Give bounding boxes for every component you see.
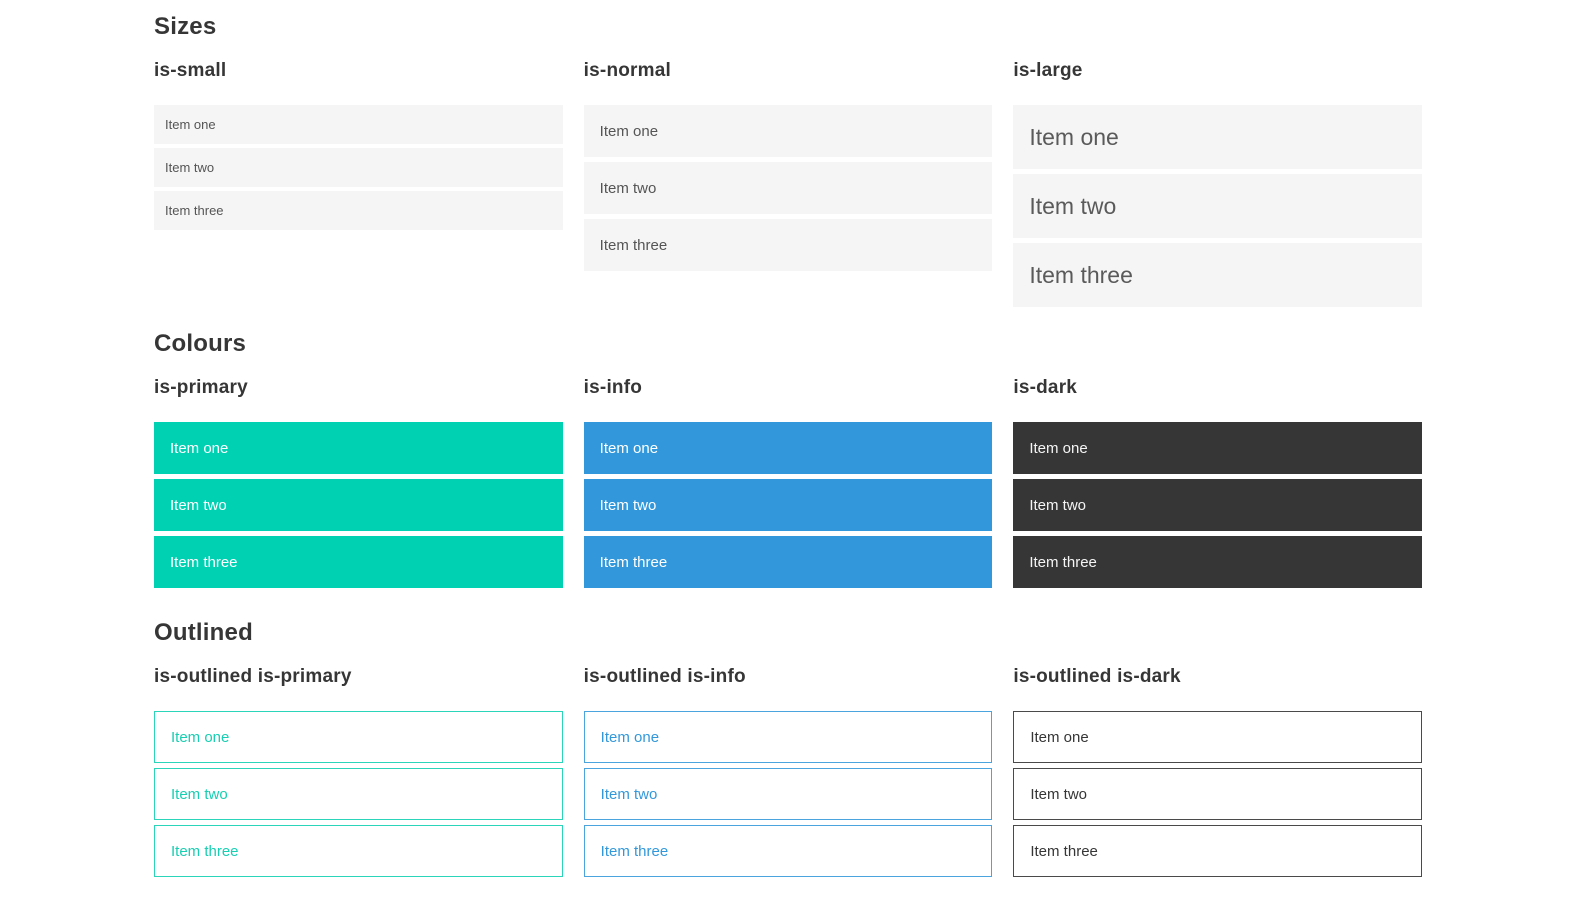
list-item[interactable]: Item two xyxy=(1013,479,1423,531)
group-label-is-outlined-is-primary: is-outlined is-primary xyxy=(154,666,352,687)
group-label-is-dark: is-dark xyxy=(1013,377,1078,398)
list-is-dark: Item one Item two Item three xyxy=(1013,422,1423,588)
list-item[interactable]: Item one xyxy=(1013,422,1423,474)
list-item[interactable]: Item one xyxy=(583,711,993,763)
list-item[interactable]: Item three xyxy=(1013,825,1423,877)
group-is-primary: is-primary Item one Item two Item three xyxy=(154,358,563,593)
group-label-is-outlined-is-dark: is-outlined is-dark xyxy=(1013,666,1181,687)
list-item[interactable]: Item two xyxy=(154,479,563,531)
list-item[interactable]: Item three xyxy=(583,219,993,271)
section-title-outlined: Outlined xyxy=(154,619,253,646)
group-label-is-info: is-info xyxy=(583,377,643,398)
list-item[interactable]: Item one xyxy=(583,422,993,474)
list-item[interactable]: Item three xyxy=(583,825,993,877)
list-item[interactable]: Item two xyxy=(583,162,993,214)
section-title-colours: Colours xyxy=(154,330,247,357)
list-item[interactable]: Item two xyxy=(1013,174,1423,238)
list-is-small: Item one Item two Item three xyxy=(154,105,563,230)
section-title-sizes: Sizes xyxy=(154,13,217,40)
list-is-info: Item one Item two Item three xyxy=(583,422,993,588)
list-item[interactable]: Item two xyxy=(583,768,993,820)
group-label-is-normal: is-normal xyxy=(583,60,671,81)
group-label-is-large: is-large xyxy=(1013,60,1083,81)
list-item[interactable]: Item three xyxy=(583,536,993,588)
list-is-outlined-is-dark: Item one Item two Item three xyxy=(1013,711,1423,877)
list-item[interactable]: Item three xyxy=(154,825,563,877)
list-is-large: Item one Item two Item three xyxy=(1013,105,1423,307)
list-item[interactable]: Item two xyxy=(154,768,563,820)
group-label-is-primary: is-primary xyxy=(154,377,248,398)
group-is-dark: is-dark Item one Item two Item three xyxy=(1013,358,1423,593)
group-label-is-small: is-small xyxy=(154,60,227,81)
list-item[interactable]: Item one xyxy=(154,711,563,763)
list-item[interactable]: Item three xyxy=(1013,243,1423,307)
list-is-outlined-is-info: Item one Item two Item three xyxy=(583,711,993,877)
outlined-section-row: is-outlined is-primary Item one Item two… xyxy=(154,647,1423,882)
group-is-large: is-large Item one Item two Item three xyxy=(1013,41,1423,312)
list-item[interactable]: Item one xyxy=(583,105,993,157)
list-item[interactable]: Item three xyxy=(154,536,563,588)
group-is-outlined-is-dark: is-outlined is-dark Item one Item two It… xyxy=(1013,647,1423,882)
list-item[interactable]: Item two xyxy=(583,479,993,531)
list-item[interactable]: Item two xyxy=(1013,768,1423,820)
group-is-info: is-info Item one Item two Item three xyxy=(583,358,993,593)
list-item[interactable]: Item one xyxy=(154,105,563,144)
list-is-outlined-is-primary: Item one Item two Item three xyxy=(154,711,563,877)
sizes-section-row: is-small Item one Item two Item three is… xyxy=(154,41,1423,312)
list-item[interactable]: Item one xyxy=(1013,711,1423,763)
group-is-outlined-is-primary: is-outlined is-primary Item one Item two… xyxy=(154,647,563,882)
group-label-is-outlined-is-info: is-outlined is-info xyxy=(583,666,746,687)
list-is-primary: Item one Item two Item three xyxy=(154,422,563,588)
list-item[interactable]: Item one xyxy=(1013,105,1423,169)
group-is-normal: is-normal Item one Item two Item three xyxy=(583,41,993,276)
list-item[interactable]: Item one xyxy=(154,422,563,474)
list-item[interactable]: Item two xyxy=(154,148,563,187)
list-is-normal: Item one Item two Item three xyxy=(583,105,993,271)
colours-section-row: is-primary Item one Item two Item three … xyxy=(154,358,1423,593)
list-item[interactable]: Item three xyxy=(154,191,563,230)
group-is-small: is-small Item one Item two Item three xyxy=(154,41,563,234)
list-item[interactable]: Item three xyxy=(1013,536,1423,588)
group-is-outlined-is-info: is-outlined is-info Item one Item two It… xyxy=(583,647,993,882)
